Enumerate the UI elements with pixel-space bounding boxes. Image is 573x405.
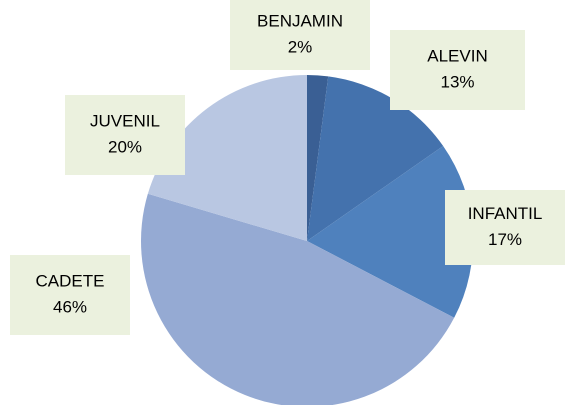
- label-box: [390, 30, 525, 110]
- label-box: [445, 190, 565, 265]
- value-label: 17%: [488, 230, 522, 249]
- pie-slice: [307, 76, 444, 241]
- value-label: 2%: [288, 37, 313, 56]
- label-box: [230, 0, 370, 70]
- pie-slice: [147, 74, 307, 242]
- value-label: 13%: [440, 72, 474, 91]
- label-box: [65, 95, 185, 175]
- pie-slice: [307, 146, 473, 318]
- value-label: 46%: [53, 297, 87, 316]
- pie-slice: [307, 75, 329, 241]
- category-label: CADETE: [36, 271, 105, 290]
- category-label: INFANTIL: [468, 204, 543, 223]
- category-label: BENJAMIN: [257, 11, 343, 30]
- category-label: JUVENIL: [90, 111, 160, 130]
- category-label: ALEVIN: [427, 46, 487, 65]
- pie-slice: [141, 193, 455, 405]
- label-box: [10, 255, 130, 335]
- value-label: 20%: [108, 137, 142, 156]
